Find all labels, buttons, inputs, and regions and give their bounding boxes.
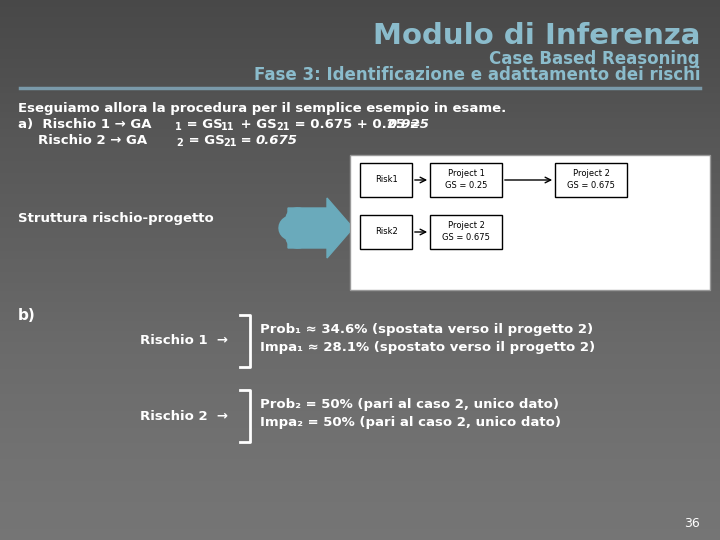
FancyBboxPatch shape	[360, 215, 412, 249]
FancyBboxPatch shape	[360, 163, 412, 197]
Text: Project 2: Project 2	[448, 221, 485, 231]
Text: 1: 1	[175, 122, 181, 132]
Text: Case Based Reasoning: Case Based Reasoning	[490, 50, 700, 68]
FancyBboxPatch shape	[430, 215, 502, 249]
Text: Risk2: Risk2	[374, 227, 397, 237]
Text: = GS: = GS	[182, 118, 222, 131]
Text: Eseguiamo allora la procedura per il semplice esempio in esame.: Eseguiamo allora la procedura per il sem…	[18, 102, 506, 115]
FancyBboxPatch shape	[555, 163, 627, 197]
Text: 11: 11	[221, 122, 235, 132]
Text: Project 2: Project 2	[572, 170, 609, 179]
Text: Project 1: Project 1	[448, 170, 485, 179]
Text: = GS: = GS	[184, 134, 225, 147]
Text: Impa₁ ≈ 28.1% (spostato verso il progetto 2): Impa₁ ≈ 28.1% (spostato verso il progett…	[260, 341, 595, 354]
Text: GS = 0.675: GS = 0.675	[442, 233, 490, 242]
Text: 21: 21	[276, 122, 289, 132]
Text: 0.925: 0.925	[388, 118, 430, 131]
Text: + GS: + GS	[236, 118, 276, 131]
Text: Fase 3: Identificazione e adattamento dei rischi: Fase 3: Identificazione e adattamento de…	[253, 66, 700, 84]
Text: 0.675: 0.675	[256, 134, 298, 147]
Text: Rischio 2  →: Rischio 2 →	[140, 409, 228, 422]
Text: = 0.675 + 0.25 =: = 0.675 + 0.25 =	[290, 118, 426, 131]
Text: Impa₂ = 50% (pari al caso 2, unico dato): Impa₂ = 50% (pari al caso 2, unico dato)	[260, 416, 561, 429]
Polygon shape	[288, 198, 353, 258]
Text: Prob₂ = 50% (pari al caso 2, unico dato): Prob₂ = 50% (pari al caso 2, unico dato)	[260, 398, 559, 411]
Text: 36: 36	[684, 517, 700, 530]
Text: Struttura rischio-progetto: Struttura rischio-progetto	[18, 212, 214, 225]
Text: a)  Rischio 1 → GA: a) Rischio 1 → GA	[18, 118, 151, 131]
Text: Risk1: Risk1	[374, 176, 397, 185]
Text: GS = 0.675: GS = 0.675	[567, 181, 615, 191]
Text: Rischio 2 → GA: Rischio 2 → GA	[38, 134, 147, 147]
FancyBboxPatch shape	[350, 155, 710, 290]
FancyBboxPatch shape	[430, 163, 502, 197]
Text: Rischio 1  →: Rischio 1 →	[140, 334, 228, 348]
Text: b): b)	[18, 308, 36, 323]
Text: GS = 0.25: GS = 0.25	[445, 181, 487, 191]
Text: Prob₁ ≈ 34.6% (spostata verso il progetto 2): Prob₁ ≈ 34.6% (spostata verso il progett…	[260, 323, 593, 336]
Text: =: =	[236, 134, 256, 147]
Text: 21: 21	[223, 138, 236, 148]
Text: Modulo di Inferenza: Modulo di Inferenza	[373, 22, 700, 50]
Text: 2: 2	[176, 138, 183, 148]
